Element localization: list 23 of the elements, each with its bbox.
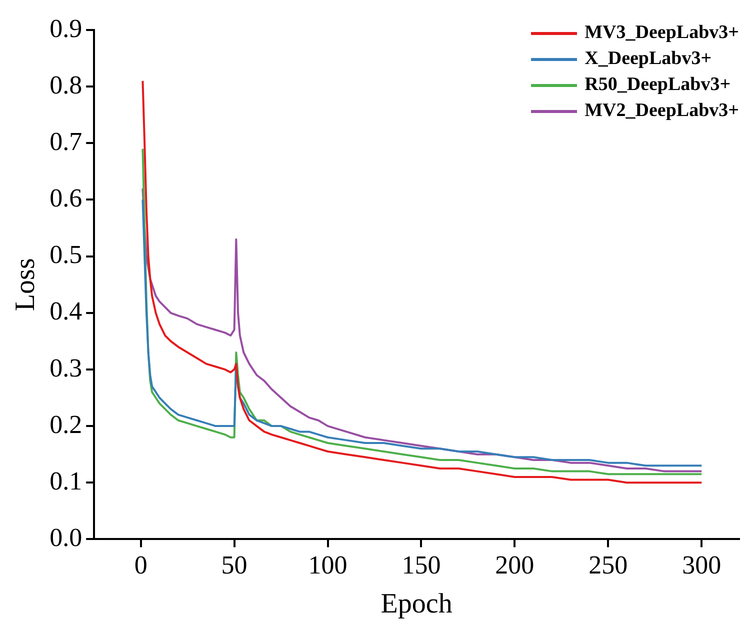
- legend-label: X_DeepLabv3+: [584, 48, 712, 70]
- y-tick-label: 0.3: [50, 353, 82, 382]
- legend-label: MV3_DeepLabv3+: [584, 22, 739, 44]
- x-tick-label: 250: [588, 550, 628, 580]
- y-axis-title: Loss: [10, 258, 42, 312]
- y-tick-label: 0.0: [50, 523, 82, 552]
- y-tick-label: 0.5: [50, 240, 82, 270]
- x-tick-label: 150: [402, 550, 441, 580]
- y-tick-label: 0.7: [50, 126, 82, 156]
- x-tick-label: 100: [308, 550, 348, 580]
- y-tick-label: 0.9: [50, 14, 82, 43]
- y-tick-label: 0.2: [50, 410, 82, 439]
- x-axis-title: Epoch: [380, 588, 452, 620]
- x-tick-label: 0: [134, 550, 148, 580]
- legend-label: MV2_DeepLabv3+: [584, 100, 739, 122]
- y-tick-label: 0.4: [50, 296, 82, 326]
- y-tick-label: 0.6: [50, 184, 82, 213]
- legend-label: R50_DeepLabv3+: [584, 74, 731, 96]
- x-tick-label: 50: [221, 550, 248, 580]
- y-tick-label: 0.8: [50, 70, 82, 100]
- y-tick-label: 0.1: [50, 466, 82, 496]
- x-tick-label: 200: [495, 550, 534, 580]
- x-tick-label: 300: [682, 550, 722, 580]
